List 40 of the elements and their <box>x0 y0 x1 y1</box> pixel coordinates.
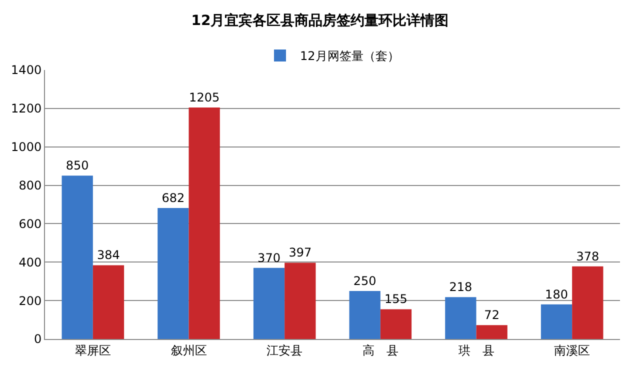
bar <box>476 325 508 339</box>
bar <box>445 297 476 339</box>
y-tick-label: 800 <box>18 178 42 192</box>
data-label: 180 <box>545 287 568 302</box>
chart-title: 12月宜宾各区县商品房签约量环比详情图 <box>191 12 449 29</box>
data-label: 850 <box>66 158 89 173</box>
bar <box>253 268 285 339</box>
y-tick-label: 200 <box>18 294 42 308</box>
data-label: 378 <box>576 249 600 264</box>
data-label: 682 <box>162 190 185 205</box>
y-tick-label: 400 <box>18 255 42 270</box>
bar <box>572 266 604 339</box>
bar <box>380 309 412 339</box>
data-label: 384 <box>97 248 120 262</box>
bar <box>158 208 189 339</box>
bar <box>349 290 380 339</box>
bar <box>284 262 316 339</box>
y-tick-label: 1400 <box>11 63 42 78</box>
bar <box>188 107 220 339</box>
data-label: 72 <box>484 308 500 322</box>
data-label: 155 <box>384 292 408 306</box>
x-tick-label: 江安县 <box>266 343 303 358</box>
x-tick-label: 叙州区 <box>170 343 207 358</box>
bar <box>540 304 572 339</box>
data-label: 370 <box>258 250 280 265</box>
data-label: 397 <box>288 246 312 260</box>
x-tick-label: 翠屏区 <box>74 343 111 358</box>
y-tick-label: 1000 <box>11 140 42 154</box>
y-tick-label: 600 <box>18 216 42 231</box>
bar <box>92 265 124 339</box>
x-tick-label: 高 县 <box>362 343 398 358</box>
data-label: 218 <box>449 280 472 294</box>
y-tick-label: 0 <box>34 332 42 346</box>
x-tick-label: 珙 县 <box>458 343 494 358</box>
bar <box>62 176 93 339</box>
legend-label: 12月网签量（套） <box>300 49 400 64</box>
data-label: 250 <box>353 274 376 288</box>
data-label: 1205 <box>189 90 220 104</box>
y-tick-label: 1200 <box>11 102 42 116</box>
x-tick-label: 南溪区 <box>554 343 590 358</box>
